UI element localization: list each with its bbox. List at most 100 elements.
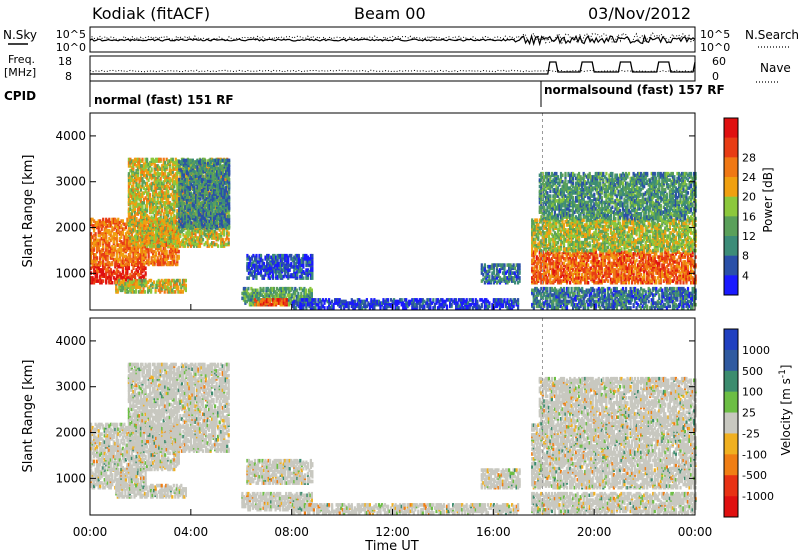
data-cell: [152, 259, 155, 263]
cpid-mode-2: normalsound (fast) 157 RF: [544, 83, 725, 97]
data-cell: [139, 256, 143, 260]
data-cell: [124, 225, 127, 230]
data-cell: [156, 157, 159, 162]
data-cell: [185, 181, 188, 185]
data-cell: [155, 246, 158, 251]
data-cell: [138, 157, 141, 162]
data-cell: [255, 276, 258, 280]
data-cell: [152, 196, 155, 200]
data-cell: [202, 174, 205, 179]
data-cell: [149, 170, 152, 175]
data-cell: [150, 188, 153, 192]
data-cell: [105, 228, 108, 233]
data-cell: [133, 253, 137, 257]
data-cell: [153, 237, 156, 242]
data-cell: [117, 217, 120, 222]
data-cell: [247, 276, 250, 280]
data-cell: [176, 257, 179, 262]
data-cell: [139, 239, 143, 243]
data-cell: [164, 160, 167, 165]
data-cell: [124, 240, 127, 244]
data-cell: [100, 279, 103, 283]
data-cell: [144, 261, 147, 265]
data-cell: [147, 215, 150, 219]
data-cell: [155, 186, 158, 191]
data-cell: [285, 301, 288, 305]
data-cell: [138, 197, 141, 202]
data-cell: [208, 192, 211, 196]
data-cell: [130, 220, 133, 224]
cpid-panel: CPID normal (fast) 151 RF normalsound (f…: [4, 81, 725, 107]
data-cell: [138, 276, 141, 280]
data-cell: [149, 236, 152, 240]
data-cell: [150, 157, 153, 162]
data-cell: [93, 224, 96, 228]
data-cell: [127, 257, 130, 262]
data-cell: [168, 261, 171, 265]
data-cell: [136, 264, 140, 269]
data-cell: [228, 158, 231, 163]
data-cell: [112, 232, 115, 236]
data-cell: [149, 192, 152, 197]
data-cell: [130, 269, 133, 274]
data-cell: [109, 253, 112, 257]
data-cell: [138, 202, 141, 207]
data-cell: [129, 272, 132, 277]
data-cell: [141, 191, 144, 195]
data-cell: [100, 232, 103, 236]
data-cell: [150, 248, 153, 252]
data-cell: [158, 234, 161, 239]
data-cell: [90, 253, 93, 257]
data-cell: [228, 221, 231, 225]
data-cell: [216, 224, 219, 228]
data-cell: [142, 201, 146, 205]
data-cell: [216, 201, 219, 206]
data-cell: [228, 195, 231, 200]
data-cell: [196, 216, 199, 220]
data-cell: [132, 183, 135, 187]
data-cell: [133, 192, 137, 197]
data-cell: [135, 192, 138, 197]
data-cell: [121, 219, 124, 223]
data-cell: [170, 261, 173, 265]
data-cell: [91, 217, 94, 222]
data-cell: [123, 259, 126, 263]
data-cell: [135, 183, 138, 187]
data-cell: [171, 236, 174, 241]
data-cell: [156, 244, 159, 248]
data-cell: [135, 246, 138, 251]
data-cell: [103, 220, 106, 225]
data-cell: [126, 235, 129, 239]
data-cell: [199, 197, 202, 201]
data-cell: [108, 236, 111, 241]
data-cell: [146, 234, 149, 239]
data-cell: [144, 236, 147, 240]
data-cell: [124, 262, 127, 267]
data-cell: [90, 266, 93, 271]
data-cell: [153, 254, 156, 259]
data-cell: [181, 290, 184, 294]
data-cell: [132, 220, 135, 224]
data-cell: [114, 217, 117, 222]
data-cell: [144, 196, 147, 200]
data-cell: [130, 165, 133, 170]
data-cell: [155, 240, 158, 244]
data-cell: [193, 211, 196, 216]
data-cell: [149, 196, 152, 200]
data-cell: [139, 207, 143, 211]
data-cell: [146, 168, 149, 173]
data-cell: [196, 201, 199, 206]
data-cell: [93, 277, 96, 282]
data-cell: [314, 306, 317, 310]
data-cell: [132, 178, 135, 183]
data-cell: [133, 162, 137, 167]
data-cell: [300, 291, 303, 296]
data-cell: [112, 257, 115, 262]
noise-tick-bottom-left: 10^0: [56, 41, 86, 54]
data-cell: [94, 274, 97, 279]
data-cell: [133, 249, 137, 254]
data-cell: [138, 272, 141, 277]
data-cell: [141, 205, 144, 210]
data-cell: [150, 204, 153, 208]
data-cell: [178, 185, 181, 190]
